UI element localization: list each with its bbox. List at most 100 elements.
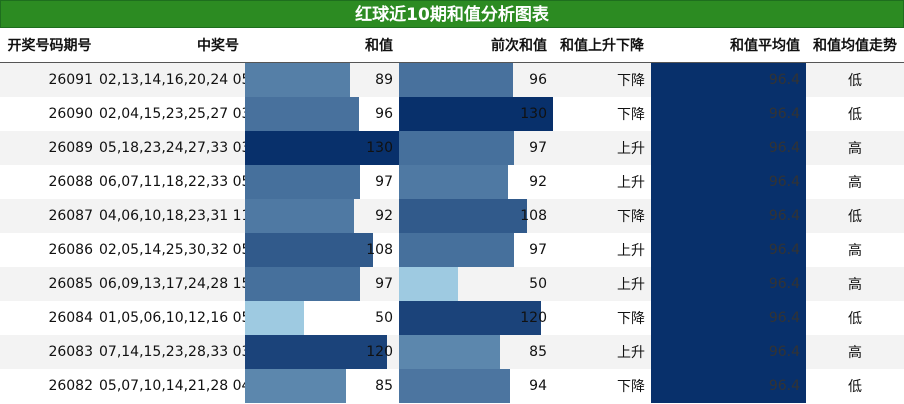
average-cell: 96.4 bbox=[651, 369, 806, 403]
sum-value: 97 bbox=[375, 276, 393, 292]
sum-cell: 120 bbox=[245, 335, 399, 369]
prev-sum-value: 92 bbox=[529, 174, 547, 190]
header-numbers: 中奖号 bbox=[99, 28, 245, 63]
prev-sum-bar bbox=[399, 131, 514, 165]
period-cell: 26088 bbox=[48, 174, 93, 190]
average-cell: 96.4 bbox=[651, 97, 806, 131]
table-row: 26087 04,06,10,18,23,31 11 92 108 下降 96.4 低 bbox=[0, 199, 904, 233]
average-value: 96.4 bbox=[768, 174, 800, 190]
table-row: 26089 05,18,23,24,27,33 03 130 97 上升 96.4 高 bbox=[0, 131, 904, 165]
winning-numbers-cell: 05,18,23,24,27,33 03 bbox=[99, 140, 245, 156]
header-period: 开奖号码期号 bbox=[0, 28, 99, 63]
prev-sum-bar bbox=[399, 369, 511, 403]
table-row: 26085 06,09,13,17,24,28 15 97 50 上升 96.4 高 bbox=[0, 267, 904, 301]
sum-bar bbox=[245, 233, 373, 267]
average-value: 96.4 bbox=[768, 310, 800, 326]
winning-numbers-cell: 06,09,13,17,24,28 15 bbox=[99, 276, 245, 292]
trend-cell: 低 bbox=[848, 107, 862, 123]
period-cell: 26090 bbox=[48, 106, 93, 122]
average-cell: 96.4 bbox=[651, 165, 806, 199]
header-trend: 和值均值走势 bbox=[806, 28, 904, 63]
sum-bar bbox=[245, 97, 359, 131]
sum-value: 97 bbox=[375, 174, 393, 190]
change-cell: 下降 bbox=[617, 311, 645, 327]
trend-cell: 低 bbox=[848, 209, 862, 225]
prev-sum-value: 96 bbox=[529, 72, 547, 88]
trend-cell: 高 bbox=[848, 345, 862, 361]
trend-cell: 高 bbox=[848, 175, 862, 191]
prev-sum-bar bbox=[399, 301, 542, 335]
sum-cell: 92 bbox=[245, 199, 399, 233]
sum-cell: 108 bbox=[245, 233, 399, 267]
change-cell: 下降 bbox=[617, 379, 645, 395]
average-cell: 96.4 bbox=[651, 233, 806, 267]
period-cell: 26084 bbox=[48, 310, 93, 326]
average-value: 96.4 bbox=[768, 344, 800, 360]
trend-cell: 高 bbox=[848, 141, 862, 157]
prev-sum-value: 50 bbox=[529, 276, 547, 292]
header-average: 和值平均值 bbox=[651, 28, 806, 63]
sum-cell: 85 bbox=[245, 369, 399, 403]
sum-value: 108 bbox=[366, 242, 393, 258]
sum-cell: 50 bbox=[245, 301, 399, 335]
prev-sum-cell: 50 bbox=[399, 267, 553, 301]
change-cell: 下降 bbox=[617, 209, 645, 225]
change-cell: 上升 bbox=[617, 345, 645, 361]
prev-sum-cell: 108 bbox=[399, 199, 553, 233]
sum-bar bbox=[245, 165, 360, 199]
sum-bar bbox=[245, 335, 388, 369]
trend-cell: 低 bbox=[848, 379, 862, 395]
change-cell: 下降 bbox=[617, 73, 645, 89]
sum-value: 50 bbox=[375, 310, 393, 326]
change-cell: 上升 bbox=[617, 175, 645, 191]
prev-sum-value: 85 bbox=[529, 344, 547, 360]
table-row: 26086 02,05,14,25,30,32 05 108 97 上升 96.4 高 bbox=[0, 233, 904, 267]
period-cell: 26091 bbox=[48, 72, 93, 88]
sum-bar bbox=[245, 63, 351, 97]
prev-sum-cell: 97 bbox=[399, 131, 553, 165]
change-cell: 上升 bbox=[617, 141, 645, 157]
winning-numbers-cell: 05,07,10,14,21,28 04 bbox=[99, 378, 245, 394]
sum-bar bbox=[245, 301, 305, 335]
prev-sum-bar bbox=[399, 267, 459, 301]
sum-bar bbox=[245, 131, 399, 165]
trend-cell: 低 bbox=[848, 311, 862, 327]
chart-title: 红球近10期和值分析图表 bbox=[0, 0, 904, 28]
table-row: 26090 02,04,15,23,25,27 03 96 130 下降 96.4 低 bbox=[0, 97, 904, 131]
average-cell: 96.4 bbox=[651, 267, 806, 301]
change-cell: 下降 bbox=[617, 107, 645, 123]
sum-value: 89 bbox=[375, 72, 393, 88]
sum-value: 96 bbox=[375, 106, 393, 122]
sum-value: 120 bbox=[366, 344, 393, 360]
average-cell: 96.4 bbox=[651, 335, 806, 369]
prev-sum-cell: 92 bbox=[399, 165, 553, 199]
sum-value: 130 bbox=[366, 140, 393, 156]
sum-value: 92 bbox=[375, 208, 393, 224]
table-row: 26088 06,07,11,18,22,33 05 97 92 上升 96.4 高 bbox=[0, 165, 904, 199]
prev-sum-value: 120 bbox=[520, 310, 547, 326]
sum-cell: 130 bbox=[245, 131, 399, 165]
table-row: 26091 02,13,14,16,20,24 05 89 96 下降 96.4 低 bbox=[0, 62, 904, 97]
change-cell: 上升 bbox=[617, 243, 645, 259]
average-value: 96.4 bbox=[768, 106, 800, 122]
average-cell: 96.4 bbox=[651, 131, 806, 165]
sum-cell: 97 bbox=[245, 267, 399, 301]
change-cell: 上升 bbox=[617, 277, 645, 293]
sum-value: 85 bbox=[375, 378, 393, 394]
winning-numbers-cell: 02,13,14,16,20,24 05 bbox=[99, 72, 245, 88]
period-cell: 26085 bbox=[48, 276, 93, 292]
prev-sum-bar bbox=[399, 63, 513, 97]
winning-numbers-cell: 01,05,06,10,12,16 05 bbox=[99, 310, 245, 326]
winning-numbers-cell: 07,14,15,23,28,33 03 bbox=[99, 344, 245, 360]
average-value: 96.4 bbox=[768, 276, 800, 292]
trend-cell: 高 bbox=[848, 277, 862, 293]
period-cell: 26083 bbox=[48, 344, 93, 360]
prev-sum-value: 108 bbox=[520, 208, 547, 224]
average-value: 96.4 bbox=[768, 242, 800, 258]
prev-sum-bar bbox=[399, 199, 527, 233]
sum-bar bbox=[245, 369, 346, 403]
prev-sum-cell: 97 bbox=[399, 233, 553, 267]
prev-sum-bar bbox=[399, 233, 514, 267]
period-cell: 26082 bbox=[48, 378, 93, 394]
winning-numbers-cell: 04,06,10,18,23,31 11 bbox=[99, 208, 245, 224]
